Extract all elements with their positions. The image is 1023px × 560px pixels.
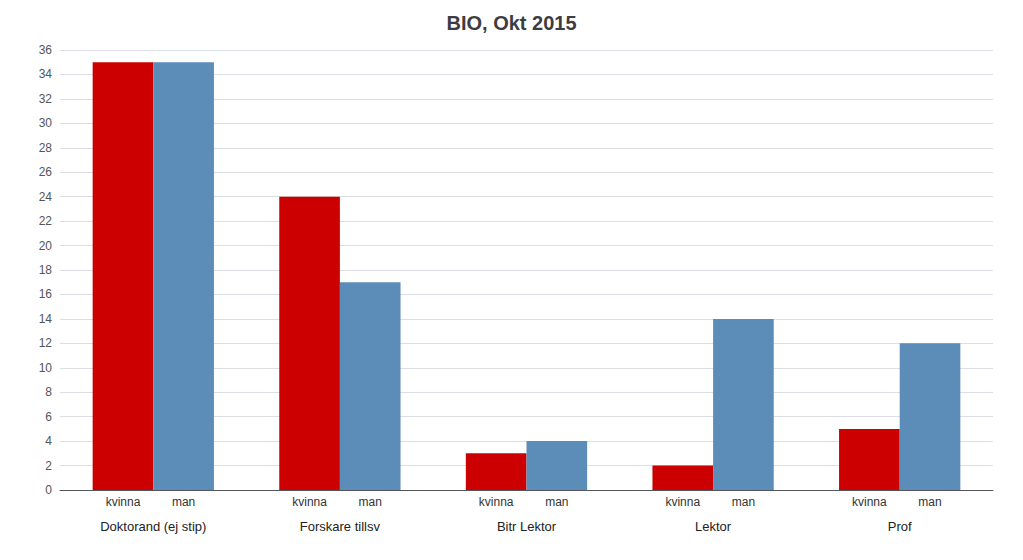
svg-text:8: 8 (45, 385, 52, 399)
svg-text:kvinna: kvinna (106, 495, 141, 509)
svg-text:18: 18 (39, 263, 53, 277)
svg-text:kvinna: kvinna (852, 495, 887, 509)
svg-text:26: 26 (39, 165, 53, 179)
svg-text:28: 28 (39, 141, 53, 155)
svg-text:kvinna: kvinna (665, 495, 700, 509)
svg-text:Doktorand (ej stip): Doktorand (ej stip) (100, 519, 206, 534)
svg-text:man: man (359, 495, 382, 509)
svg-text:kvinna: kvinna (479, 495, 514, 509)
svg-text:Lektor: Lektor (695, 519, 732, 534)
svg-text:22: 22 (39, 214, 53, 228)
svg-text:0: 0 (45, 483, 52, 497)
svg-text:4: 4 (45, 434, 52, 448)
svg-text:12: 12 (39, 336, 53, 350)
svg-text:man: man (545, 495, 568, 509)
svg-text:20: 20 (39, 239, 53, 253)
svg-text:24: 24 (39, 190, 53, 204)
svg-text:kvinna: kvinna (292, 495, 327, 509)
svg-text:6: 6 (45, 410, 52, 424)
svg-text:Prof: Prof (888, 519, 912, 534)
svg-text:32: 32 (39, 92, 53, 106)
svg-text:BIO, Okt 2015: BIO, Okt 2015 (446, 12, 576, 34)
svg-text:2: 2 (45, 459, 52, 473)
svg-text:Bitr Lektor: Bitr Lektor (497, 519, 557, 534)
svg-text:10: 10 (39, 361, 53, 375)
svg-text:36: 36 (39, 43, 53, 57)
svg-text:man: man (172, 495, 195, 509)
svg-text:30: 30 (39, 116, 53, 130)
svg-text:man: man (732, 495, 755, 509)
svg-text:16: 16 (39, 287, 53, 301)
svg-text:34: 34 (39, 67, 53, 81)
svg-text:man: man (918, 495, 941, 509)
svg-text:Forskare tillsv: Forskare tillsv (300, 519, 381, 534)
svg-text:14: 14 (39, 312, 53, 326)
